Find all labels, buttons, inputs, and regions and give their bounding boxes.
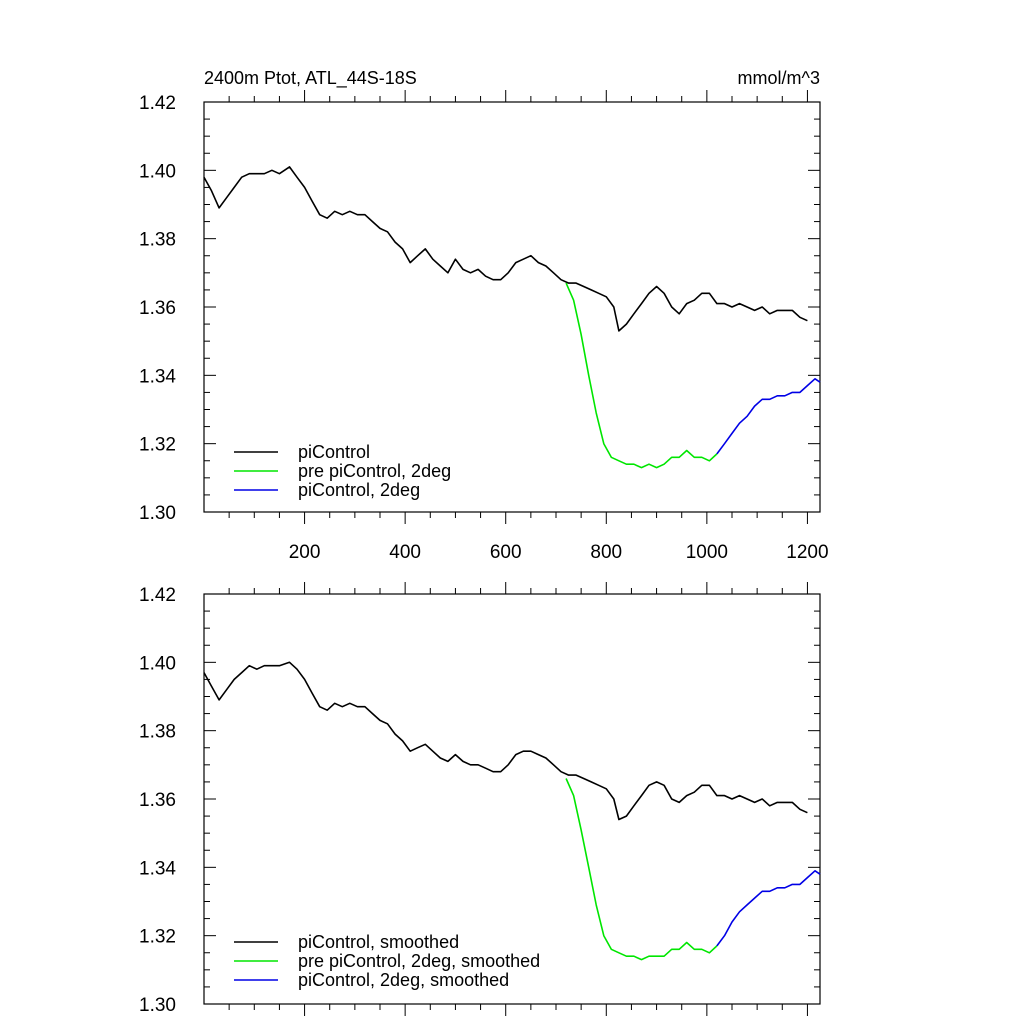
y-tick-label: 1.40 <box>139 161 176 182</box>
y-tick-label: 1.34 <box>139 366 176 387</box>
legend-label: piControl, 2deg <box>298 480 420 500</box>
panel-2: 1.30 1.32 1.34 1.36 1.38 1.40 1.42 piControl, s… <box>139 582 821 1016</box>
x-tick-label: 800 <box>590 542 622 563</box>
plot-frame <box>203 101 821 513</box>
y-tick-label: 1.32 <box>139 927 176 948</box>
panel-1: 200 400 600 800 1000 1200 1.30 1.32 1.34 1.36 1.38… <box>139 68 829 563</box>
series-line-3 <box>716 869 821 947</box>
legend-label: pre piControl, 2deg <box>298 461 451 481</box>
y-tick-label: 1.36 <box>139 790 176 811</box>
y-tick-label: 1.42 <box>139 93 176 114</box>
legend-label: pre piControl, 2deg, smoothed <box>298 951 540 971</box>
x-tick-label: 1200 <box>786 542 828 563</box>
legend-label: piControl, smoothed <box>298 932 459 952</box>
y-tick-label: 1.42 <box>139 585 176 606</box>
series-line-2 <box>565 778 718 961</box>
legend-label: piControl <box>298 442 370 462</box>
x-tick-label: 600 <box>490 542 522 563</box>
y-tick-label: 1.36 <box>139 298 176 319</box>
x-tick-label: 400 <box>389 542 421 563</box>
y-tick-label: 1.30 <box>139 995 176 1016</box>
y-tick-label: 1.40 <box>139 653 176 674</box>
series-line-2 <box>565 282 718 469</box>
y-tick-label: 1.34 <box>139 858 176 879</box>
chart-units: mmol/m^3 <box>738 68 820 88</box>
plot-frame <box>203 593 821 1005</box>
y-tick-label: 1.32 <box>139 435 176 456</box>
series-line-1 <box>203 661 808 821</box>
y-tick-label: 1.30 <box>139 503 176 524</box>
x-tick-label: 200 <box>289 542 321 563</box>
chart-title: 2400m Ptot, ATL_44S-18S <box>204 68 417 89</box>
series-line-1 <box>203 166 808 332</box>
legend-label: piControl, 2deg, smoothed <box>298 970 509 990</box>
x-tick-label: 1000 <box>686 542 728 563</box>
y-tick-label: 1.38 <box>139 722 176 743</box>
series-line-3 <box>716 377 821 455</box>
y-tick-label: 1.38 <box>139 230 176 251</box>
